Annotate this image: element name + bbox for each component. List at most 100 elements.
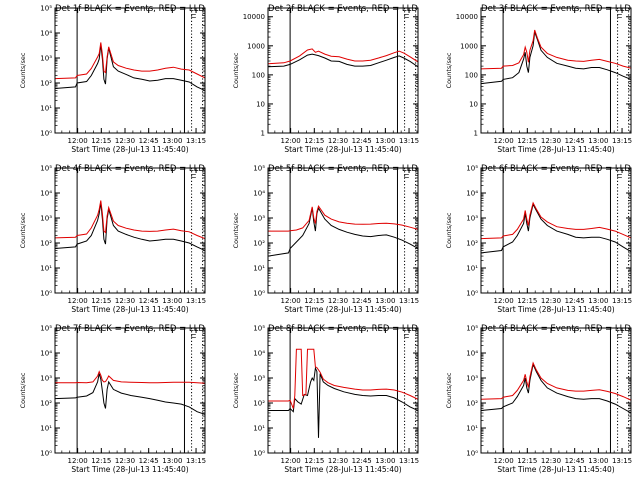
plot-frame	[480, 7, 632, 134]
x-axis-label: Start Time (28-Jul-13 11:45:40)	[71, 305, 188, 314]
x-tick-label: 13:00	[588, 137, 608, 145]
panel-title: Det 6f BLACK = Events, RED = LLD	[481, 164, 631, 174]
y-tick-label: 10⁰	[253, 290, 265, 298]
x-tick-label: 13:15	[399, 137, 419, 145]
plot-frame	[54, 7, 206, 134]
panel-title: Det 3f BLACK = Events, RED = LLD	[481, 4, 631, 14]
y-tick-label: 1	[261, 130, 265, 138]
y-tick-label: 10⁰	[40, 450, 52, 458]
panel-det-6: Det 6f BLACK = Events, RED = LLD Counts/s…	[445, 164, 632, 314]
x-tick-label: 13:00	[162, 457, 182, 465]
plot-frame	[267, 167, 419, 294]
panel-det-3: Det 3f BLACK = Events, RED = LLD Counts/s…	[445, 4, 632, 154]
panel-det-7: Det 7f BLACK = Events, RED = LLD Counts/s…	[19, 324, 206, 474]
y-tick-label: 100	[252, 71, 265, 79]
interval-marker-label: ⊏	[191, 12, 197, 20]
y-tick-label: 10⁵	[253, 165, 265, 173]
series-line-events	[481, 202, 631, 254]
plot-frame	[54, 167, 206, 294]
y-tick-label: 10³	[466, 215, 478, 223]
y-axis-label: Counts/sec	[19, 212, 27, 248]
x-tick-label: 12:45	[352, 137, 372, 145]
y-tick-label: 10⁵	[466, 325, 478, 333]
y-tick-label: 10³	[466, 375, 478, 383]
x-axis-label: Start Time (28-Jul-13 11:45:40)	[284, 305, 401, 314]
interval-marker-label: ⊏	[617, 332, 623, 340]
y-tick-label: 10³	[40, 55, 52, 63]
y-tick-label: 10²	[253, 400, 265, 408]
x-tick-label: 12:15	[91, 297, 111, 305]
series-line-events	[268, 366, 418, 438]
x-tick-label: 13:00	[588, 457, 608, 465]
panel-title: Det 5f BLACK = Events, RED = LLD	[268, 164, 418, 174]
y-axis-label: Counts/sec	[232, 212, 240, 248]
y-tick-label: 10⁴	[466, 350, 478, 358]
x-tick-label: 12:00	[494, 137, 514, 145]
x-tick-label: 12:45	[139, 457, 159, 465]
interval-marker-label: ⊏	[191, 332, 197, 340]
y-tick-label: 10²	[40, 400, 52, 408]
x-tick-label: 13:00	[162, 137, 182, 145]
x-tick-label: 12:45	[139, 137, 159, 145]
y-axis-label: Counts/sec	[445, 212, 453, 248]
series-line-events	[481, 362, 631, 414]
x-tick-label: 12:00	[68, 137, 88, 145]
y-tick-label: 10¹	[40, 265, 52, 273]
series-line-events	[55, 44, 205, 91]
plot-frame	[54, 327, 206, 454]
x-tick-label: 12:45	[352, 297, 372, 305]
panel-title: Det 2f BLACK = Events, RED = LLD	[268, 4, 418, 14]
x-tick-label: 13:00	[162, 297, 182, 305]
x-tick-label: 12:00	[494, 457, 514, 465]
y-axis-label: Counts/sec	[19, 52, 27, 88]
y-tick-label: 10²	[40, 80, 52, 88]
y-tick-label: 10⁵	[466, 165, 478, 173]
y-axis-label: Counts/sec	[19, 372, 27, 408]
y-axis-label: Counts/sec	[445, 372, 453, 408]
x-tick-label: 12:30	[541, 457, 561, 465]
x-tick-label: 13:15	[186, 137, 206, 145]
y-tick-label: 1	[474, 130, 478, 138]
interval-marker-label: ⊏	[191, 172, 197, 180]
x-tick-label: 13:00	[375, 457, 395, 465]
x-tick-label: 12:45	[139, 297, 159, 305]
x-tick-label: 12:00	[494, 297, 514, 305]
series-line-lld	[268, 204, 418, 232]
y-axis-label: Counts/sec	[445, 52, 453, 88]
plot-frame	[480, 327, 632, 454]
series-line-events	[55, 373, 205, 415]
panel-title: Det 4f BLACK = Events, RED = LLD	[55, 164, 205, 174]
interval-marker-label: ⊏	[617, 12, 623, 20]
x-tick-label: 13:15	[186, 297, 206, 305]
y-tick-label: 10000	[243, 13, 265, 21]
series-line-lld	[55, 200, 205, 240]
x-tick-label: 12:00	[281, 297, 301, 305]
series-line-events	[268, 53, 418, 68]
y-tick-label: 10	[256, 100, 265, 108]
y-tick-label: 10⁰	[40, 130, 52, 138]
x-tick-label: 12:00	[68, 297, 88, 305]
x-tick-label: 13:15	[612, 297, 632, 305]
y-axis-label: Counts/sec	[232, 52, 240, 88]
x-tick-label: 12:45	[352, 457, 372, 465]
series-line-lld	[268, 48, 418, 65]
x-axis-label: Start Time (28-Jul-13 11:45:40)	[497, 465, 614, 474]
x-tick-label: 12:30	[328, 297, 348, 305]
y-tick-label: 10³	[40, 215, 52, 223]
x-tick-label: 12:30	[115, 137, 135, 145]
x-axis-label: Start Time (28-Jul-13 11:45:40)	[71, 145, 188, 154]
y-tick-label: 10¹	[253, 425, 265, 433]
y-tick-label: 1000	[460, 42, 478, 50]
y-tick-label: 100	[465, 71, 478, 79]
x-tick-label: 12:15	[517, 137, 537, 145]
x-tick-label: 12:15	[91, 457, 111, 465]
y-tick-label: 10¹	[40, 425, 52, 433]
x-tick-label: 12:30	[541, 297, 561, 305]
x-tick-label: 12:15	[517, 457, 537, 465]
x-tick-label: 12:30	[328, 457, 348, 465]
x-tick-label: 13:15	[612, 137, 632, 145]
x-tick-label: 12:15	[304, 457, 324, 465]
x-axis-label: Start Time (28-Jul-13 11:45:40)	[284, 145, 401, 154]
y-tick-label: 10⁰	[466, 290, 478, 298]
